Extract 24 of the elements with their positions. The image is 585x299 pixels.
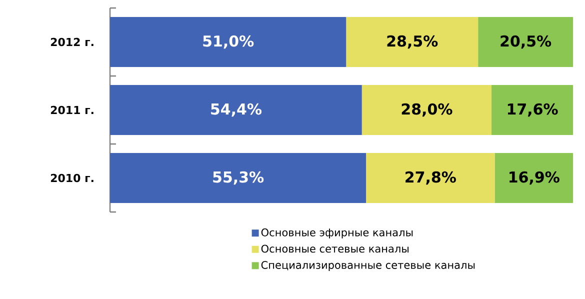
bar <box>478 16 573 67</box>
data-label: 17,6% <box>508 103 558 117</box>
bar <box>492 84 573 135</box>
data-label: 54,4% <box>211 103 262 117</box>
bar <box>366 152 495 203</box>
data-label: 28,5% <box>387 35 438 49</box>
data-label: 27,8% <box>406 171 456 185</box>
data-label: 16,9% <box>510 171 560 185</box>
y-tick-label: 2011 г. <box>50 106 94 114</box>
y-tick-label: 2012 г. <box>50 38 94 46</box>
bar <box>346 16 478 67</box>
bar <box>110 152 366 203</box>
bar <box>362 84 492 135</box>
bar <box>110 84 362 135</box>
legend-label: Основные эфирные каналы <box>261 228 413 238</box>
data-label: 28,0% <box>402 103 452 117</box>
bar <box>494 152 573 203</box>
data-label: 51,0% <box>203 35 254 49</box>
data-label: 55,3% <box>213 171 264 185</box>
legend-label: Основные сетевые каналы <box>261 244 408 253</box>
bar <box>110 16 346 67</box>
data-label: 20,5% <box>500 35 552 49</box>
legend-label: Специализированные сетевые каналы <box>261 261 475 271</box>
y-tick-label: 2010 г. <box>50 174 94 182</box>
